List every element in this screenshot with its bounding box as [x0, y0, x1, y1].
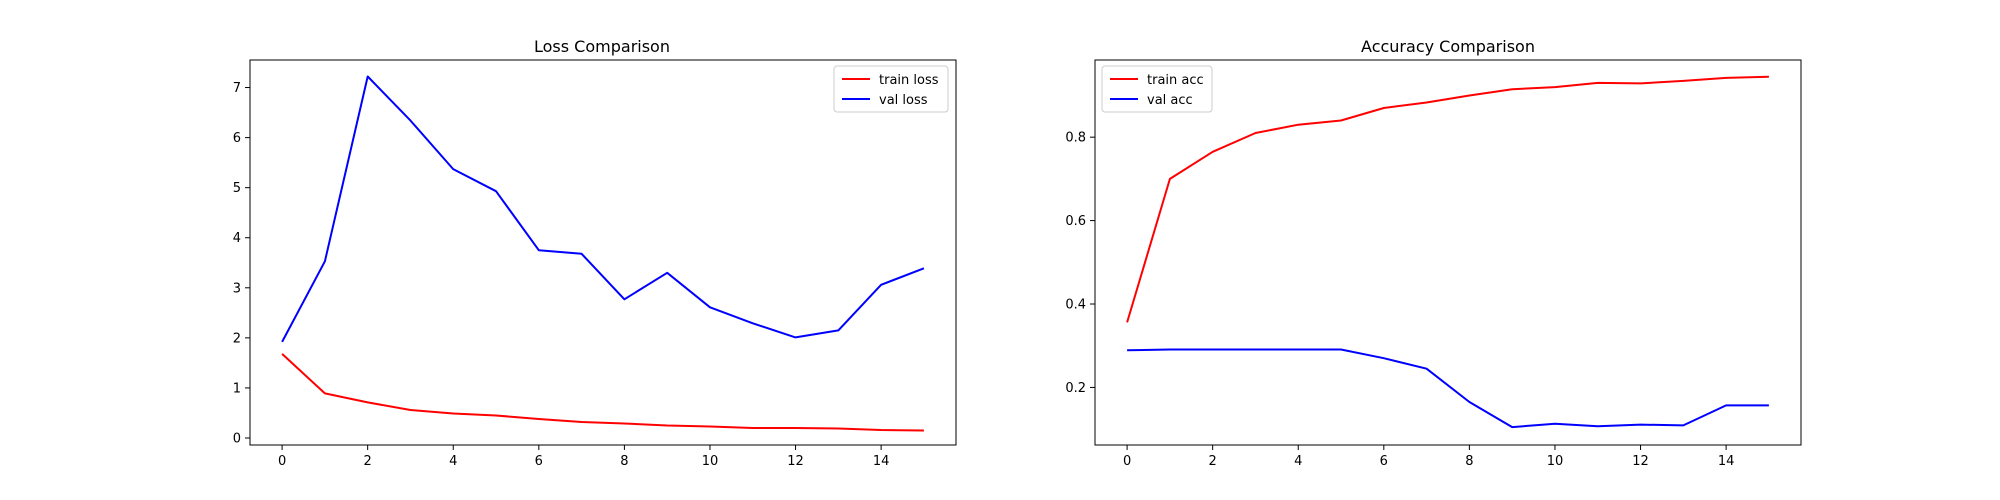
y-tick-label: 2	[233, 331, 241, 346]
y-tick-label: 3	[233, 281, 241, 296]
accuracy-comparison-chart: Accuracy Comparison 0 2 4 6 8 10 12 14 0.2 0.4 0.6…	[1065, 37, 1802, 469]
y-tick-label: 6	[233, 131, 241, 146]
legend-label-val-loss: val loss	[879, 93, 928, 108]
chart-title: Loss Comparison	[534, 37, 670, 56]
series-line-train-acc	[1126, 75, 1769, 323]
y-tick-label: 0	[233, 431, 241, 446]
series-group	[281, 75, 925, 432]
x-tick-label: 6	[1380, 454, 1388, 469]
legend-label-train-acc: train acc	[1147, 73, 1204, 88]
x-tick-label: 4	[449, 454, 457, 469]
x-tick-label: 10	[1547, 454, 1564, 469]
y-tick-label: 1	[233, 381, 241, 396]
x-tick-label: 0	[278, 454, 286, 469]
x-tick-label: 2	[364, 454, 372, 469]
y-tick-label: 0.8	[1065, 131, 1086, 146]
axes-frame	[249, 59, 957, 446]
y-tick-label: 0.2	[1065, 381, 1086, 396]
y-tick-label: 4	[233, 231, 241, 246]
series-line-val-loss	[281, 75, 925, 343]
chart-title: Accuracy Comparison	[1361, 37, 1535, 56]
series-line-train-loss	[281, 353, 924, 432]
series-group	[1126, 75, 1769, 429]
x-tick-label: 8	[1465, 454, 1473, 469]
legend-box	[833, 65, 949, 113]
y-tick-label: 0.6	[1065, 214, 1086, 229]
x-tick-label: 14	[873, 454, 890, 469]
x-tick-label: 12	[1632, 454, 1649, 469]
tick-group: 0 2 4 6 8 10 12 14 0.2 0.4 0.6 0.8	[1065, 131, 1734, 469]
x-tick-label: 0	[1123, 454, 1131, 469]
y-tick-label: 7	[233, 81, 241, 96]
axes-frame	[1094, 59, 1802, 446]
y-tick-label: 0.4	[1065, 298, 1086, 313]
legend: train loss val loss	[833, 65, 949, 113]
legend: train acc val acc	[1101, 65, 1213, 113]
series-line-val-acc	[1127, 348, 1769, 429]
x-tick-label: 10	[702, 454, 719, 469]
x-tick-label: 14	[1718, 454, 1735, 469]
legend-label-val-acc: val acc	[1147, 93, 1193, 108]
legend-label-train-loss: train loss	[879, 73, 939, 88]
x-tick-label: 4	[1294, 454, 1302, 469]
y-tick-label: 5	[233, 181, 241, 196]
x-tick-label: 2	[1209, 454, 1217, 469]
x-tick-label: 12	[787, 454, 804, 469]
legend-box	[1101, 65, 1213, 113]
x-tick-label: 6	[535, 454, 543, 469]
x-tick-label: 8	[620, 454, 628, 469]
